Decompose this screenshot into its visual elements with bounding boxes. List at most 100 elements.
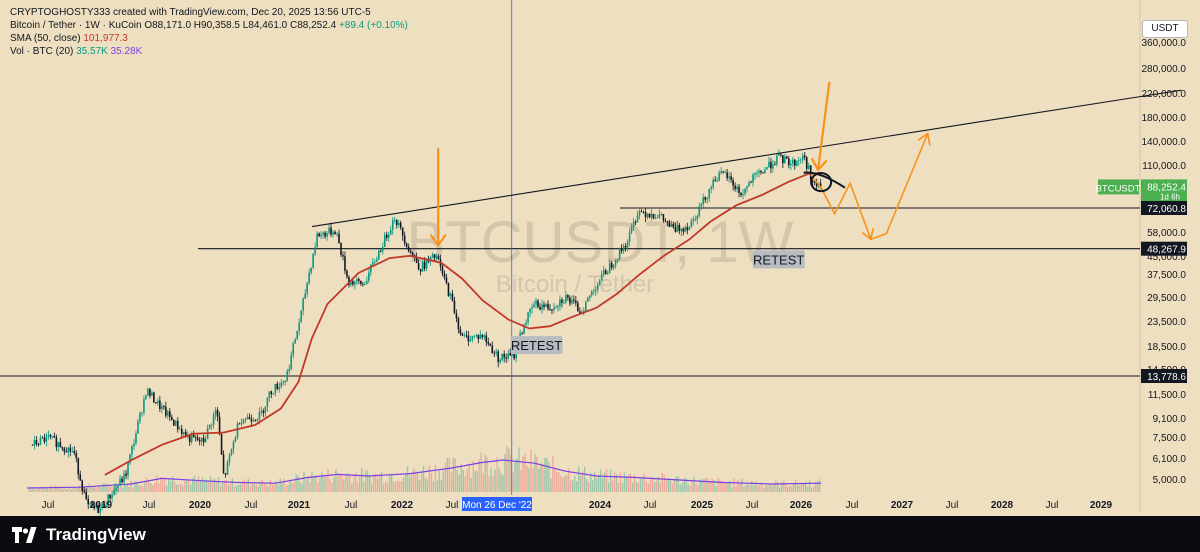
x-tick-label: 2028 bbox=[991, 500, 1014, 511]
candle-body bbox=[153, 392, 155, 403]
candle-body bbox=[612, 265, 615, 268]
volume-bar bbox=[243, 479, 246, 492]
volume-bar bbox=[783, 480, 785, 492]
candle-body bbox=[423, 262, 426, 269]
volume-bar bbox=[548, 462, 550, 492]
candle-body bbox=[600, 274, 603, 281]
y-tick-label: 7,500.0 bbox=[1153, 433, 1187, 444]
candle-body bbox=[95, 505, 97, 508]
sma-line[interactable] bbox=[104, 171, 822, 476]
volume-bar bbox=[132, 487, 134, 492]
candle-body bbox=[125, 473, 127, 476]
candle-body bbox=[762, 172, 764, 173]
candle-body bbox=[636, 215, 639, 223]
volume-bar bbox=[283, 478, 285, 492]
candle-body bbox=[266, 397, 269, 407]
candle-body bbox=[690, 221, 693, 228]
volume-bar bbox=[384, 481, 387, 492]
volume-label[interactable]: Vol · BTC (20) bbox=[10, 46, 74, 57]
resistance-trendline[interactable] bbox=[311, 89, 1182, 228]
volume-bar bbox=[396, 480, 399, 492]
volume-bar bbox=[508, 448, 510, 492]
candle-body bbox=[85, 491, 88, 499]
last-price-tag[interactable] bbox=[1141, 179, 1187, 202]
sma-label[interactable]: SMA (50, close) bbox=[10, 33, 81, 44]
y-tick-label: 110,000.0 bbox=[1142, 161, 1186, 172]
volume-bar bbox=[601, 477, 604, 492]
candle-body bbox=[660, 214, 663, 215]
volume-bar bbox=[747, 482, 749, 492]
candle-body bbox=[672, 223, 675, 228]
candle-body bbox=[174, 420, 177, 426]
highlight-circle[interactable] bbox=[810, 172, 833, 193]
candle-body bbox=[557, 306, 559, 308]
candle-body bbox=[694, 219, 697, 221]
candle-body bbox=[618, 248, 621, 260]
volume-bar bbox=[798, 485, 801, 492]
candle-body bbox=[499, 360, 502, 363]
volume-bar bbox=[808, 480, 811, 492]
candle-body bbox=[264, 406, 267, 413]
candle-body bbox=[606, 272, 609, 275]
volume-bar bbox=[152, 485, 154, 492]
volume-bar bbox=[275, 481, 277, 492]
candle-body bbox=[393, 219, 396, 221]
volume-bar bbox=[169, 481, 172, 492]
volume-bar bbox=[106, 483, 108, 492]
symbol-name[interactable]: Bitcoin / Tether · 1W · KuCoin bbox=[10, 20, 142, 31]
candle-body bbox=[218, 416, 221, 435]
candle-body bbox=[405, 243, 408, 247]
candle-body bbox=[107, 494, 109, 506]
x-tick-label: Jul bbox=[644, 500, 657, 511]
volume-bar bbox=[647, 483, 650, 492]
volume-bar bbox=[231, 477, 234, 492]
projection-path[interactable] bbox=[810, 133, 929, 241]
volume-bar bbox=[633, 475, 636, 492]
volume-bar bbox=[36, 487, 39, 492]
level-price-tag[interactable] bbox=[1141, 369, 1187, 383]
volume-bar bbox=[313, 476, 315, 492]
candle-body bbox=[360, 280, 362, 284]
volume-bar bbox=[361, 468, 363, 492]
candle-body bbox=[379, 250, 382, 252]
volume-bar bbox=[359, 476, 361, 492]
logo-text: TradingView bbox=[46, 525, 146, 544]
candle-body bbox=[535, 300, 537, 305]
candle-body bbox=[746, 186, 748, 189]
candle-body bbox=[449, 293, 452, 296]
annotation-arrow[interactable] bbox=[816, 81, 831, 170]
volume-bar bbox=[343, 479, 345, 492]
tradingview-logo[interactable]: TradingView bbox=[12, 525, 146, 545]
volume-bar bbox=[279, 478, 281, 492]
volume-bar bbox=[522, 456, 524, 492]
candle-body bbox=[776, 155, 778, 165]
volume-bar bbox=[460, 464, 462, 492]
candle-body bbox=[469, 339, 472, 342]
candle-body bbox=[145, 395, 147, 399]
volume-bar bbox=[394, 481, 397, 492]
watermark-symbol: BTCUSDT, 1W bbox=[407, 210, 794, 275]
candle-body bbox=[210, 424, 213, 426]
volume-bar bbox=[400, 481, 403, 492]
volume-bar bbox=[719, 479, 721, 492]
candle-body bbox=[87, 498, 90, 505]
level-price-tag[interactable] bbox=[1141, 241, 1187, 256]
currency-badge[interactable]: USDT bbox=[1142, 20, 1188, 38]
level-price-tag[interactable] bbox=[1141, 201, 1187, 215]
candle-body bbox=[648, 213, 651, 218]
y-tick-label: 360,000.0 bbox=[1142, 38, 1187, 49]
volume-bar bbox=[709, 481, 711, 492]
volume-bar bbox=[181, 485, 184, 492]
candle-body bbox=[501, 353, 504, 361]
candle-body bbox=[109, 494, 111, 499]
volume-bar bbox=[373, 473, 375, 492]
candle-body bbox=[322, 232, 324, 235]
last-price-countdown: 1d 6h bbox=[1160, 192, 1180, 201]
candle-body bbox=[344, 256, 346, 271]
volume-bar bbox=[171, 476, 174, 492]
candle-body bbox=[437, 256, 440, 260]
candle-body bbox=[640, 211, 643, 213]
volume-bar bbox=[436, 480, 439, 492]
candle-body bbox=[646, 213, 649, 218]
